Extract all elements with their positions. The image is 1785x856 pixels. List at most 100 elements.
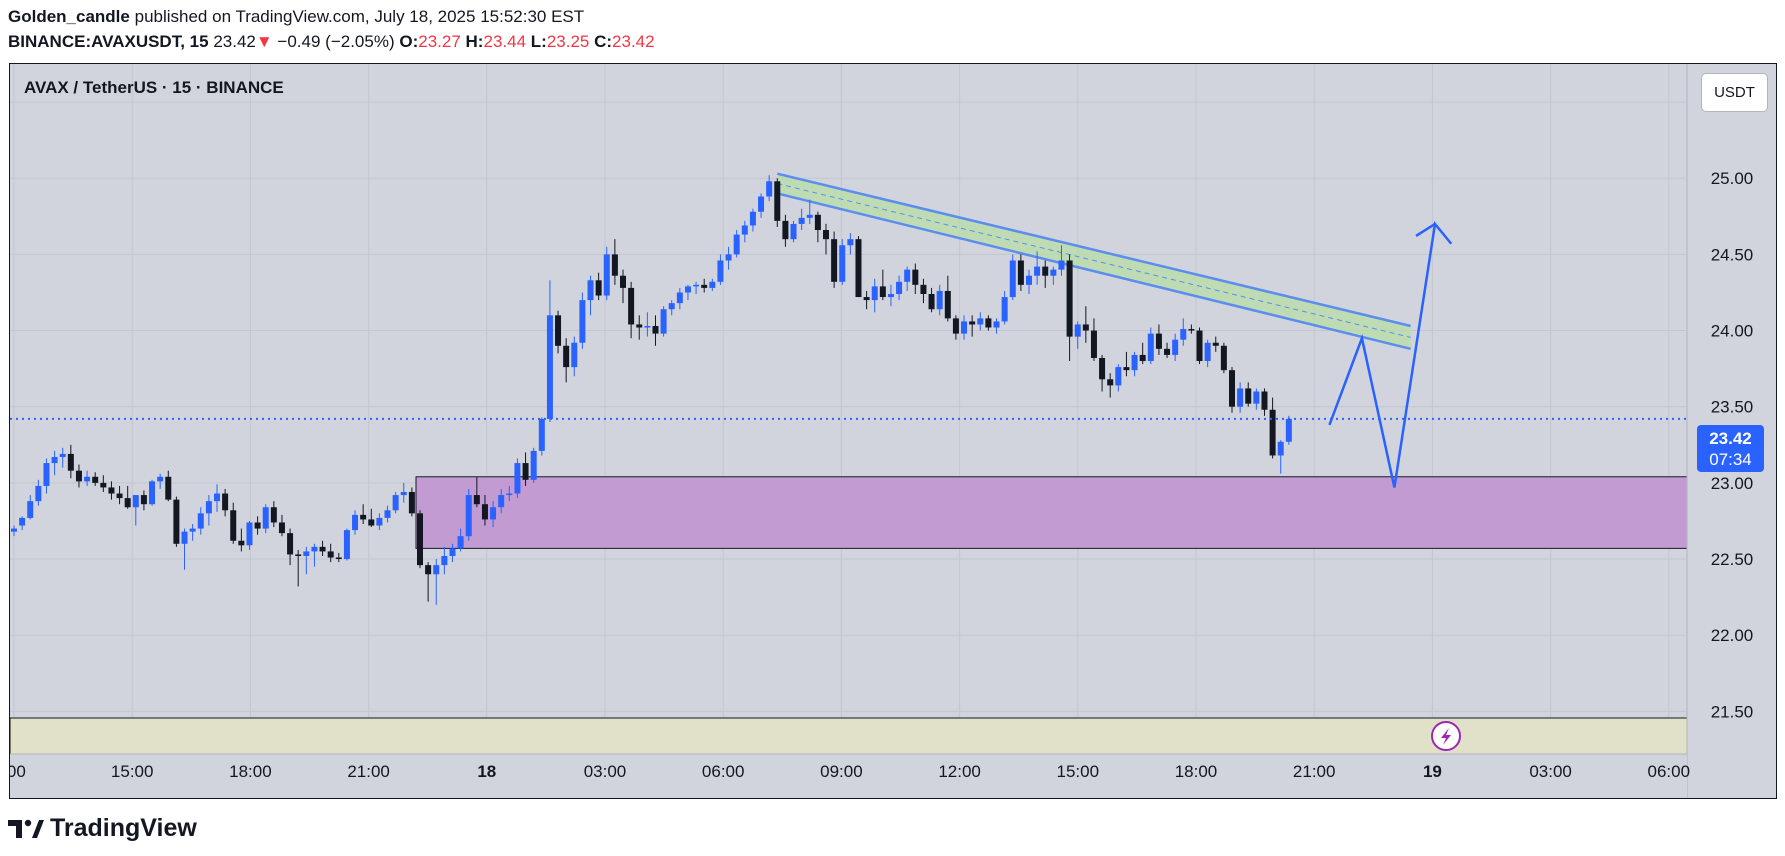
candle-body[interactable] — [303, 551, 310, 556]
candle-body[interactable] — [473, 495, 480, 505]
candle-body[interactable] — [887, 294, 894, 298]
candle-body[interactable] — [132, 495, 139, 508]
candle-body[interactable] — [684, 286, 691, 293]
candle-body[interactable] — [676, 292, 683, 304]
candle-body[interactable] — [603, 254, 610, 296]
candle-body[interactable] — [140, 495, 147, 505]
candle-body[interactable] — [782, 220, 789, 240]
candle-body[interactable] — [165, 476, 172, 500]
candle-body[interactable] — [230, 510, 237, 541]
candle-body[interactable] — [774, 181, 781, 221]
candle-body[interactable] — [952, 318, 959, 334]
candle-body[interactable] — [1164, 348, 1171, 355]
candle-body[interactable] — [514, 463, 521, 494]
candle-body[interactable] — [701, 284, 708, 288]
channel-lower-line[interactable] — [776, 192, 1411, 351]
plot-background[interactable] — [10, 64, 1687, 754]
candle-body[interactable] — [1017, 260, 1024, 285]
candle-body[interactable] — [311, 546, 318, 552]
candle-body[interactable] — [352, 514, 359, 531]
candle-body[interactable] — [879, 286, 886, 298]
candle-body[interactable] — [254, 522, 261, 529]
candle-body[interactable] — [1009, 260, 1016, 298]
candle-body[interactable] — [1180, 329, 1187, 340]
candle-body[interactable] — [1123, 367, 1130, 371]
candle-body[interactable] — [84, 476, 91, 482]
candle-body[interactable] — [1034, 266, 1041, 276]
candle-body[interactable] — [481, 504, 488, 520]
candle-body[interactable] — [571, 342, 578, 368]
candle-body[interactable] — [498, 495, 505, 508]
candle-body[interactable] — [51, 456, 58, 464]
candle-body[interactable] — [67, 453, 74, 471]
candle-body[interactable] — [871, 286, 878, 301]
candle-body[interactable] — [149, 481, 156, 505]
candle-body[interactable] — [278, 522, 285, 534]
candle-body[interactable] — [506, 493, 513, 496]
projection-arrow-path[interactable] — [1328, 220, 1453, 488]
candle-body[interactable] — [92, 476, 99, 483]
candle-body[interactable] — [1285, 418, 1292, 442]
candle-body[interactable] — [977, 318, 984, 325]
candle-body[interactable] — [43, 463, 50, 486]
candle-body[interactable] — [1172, 339, 1179, 355]
candle-body[interactable] — [1237, 388, 1244, 407]
candle-body[interactable] — [360, 514, 367, 520]
price-chart[interactable]: 25.5025.0024.5024.0023.5023.0022.5022.00… — [10, 64, 1777, 799]
channel-upper-line[interactable] — [776, 172, 1411, 328]
candle-body[interactable] — [376, 517, 383, 526]
candle-body[interactable] — [1026, 275, 1032, 285]
candle-body[interactable] — [1107, 379, 1114, 386]
candle-body[interactable] — [1253, 391, 1260, 404]
candle-body[interactable] — [733, 234, 740, 255]
candle-body[interactable] — [1188, 329, 1195, 331]
candle-body[interactable] — [969, 321, 976, 325]
candle-body[interactable] — [595, 280, 602, 296]
candle-body[interactable] — [530, 450, 537, 480]
candle-body[interactable] — [831, 239, 838, 282]
candle-body[interactable] — [1099, 357, 1106, 380]
currency-button[interactable]: USDT — [1701, 73, 1768, 112]
candle-body[interactable] — [433, 565, 440, 575]
candle-body[interactable] — [35, 485, 42, 502]
candle-body[interactable] — [741, 225, 748, 235]
candle-body[interactable] — [465, 495, 472, 537]
author-name[interactable]: Golden_candle — [8, 7, 130, 26]
candle-body[interactable] — [27, 501, 34, 518]
candle-body[interactable] — [611, 254, 618, 276]
candle-body[interactable] — [1090, 330, 1097, 358]
candle-body[interactable] — [11, 528, 17, 532]
candle-body[interactable] — [327, 551, 334, 558]
candle-body[interactable] — [839, 245, 846, 282]
candle-body[interactable] — [798, 217, 805, 224]
trend-channel-fill[interactable] — [777, 173, 1411, 349]
candle-body[interactable] — [262, 507, 269, 529]
candle-body[interactable] — [1204, 342, 1211, 362]
candle-body[interactable] — [1269, 409, 1276, 456]
candle-body[interactable] — [660, 309, 667, 334]
candle-body[interactable] — [1155, 333, 1162, 349]
candle-body[interactable] — [847, 239, 854, 246]
candle-body[interactable] — [287, 533, 294, 555]
candle-body[interactable] — [522, 463, 529, 480]
candle-body[interactable] — [75, 470, 82, 482]
candle-body[interactable] — [896, 281, 903, 294]
candle-body[interactable] — [157, 476, 164, 482]
candle-body[interactable] — [449, 548, 456, 556]
candle-body[interactable] — [538, 418, 545, 451]
candle-body[interactable] — [806, 214, 813, 218]
candle-body[interactable] — [270, 507, 277, 523]
candle-body[interactable] — [1220, 345, 1227, 371]
candle-body[interactable] — [920, 284, 927, 294]
candle-body[interactable] — [790, 223, 797, 240]
candle-body[interactable] — [384, 510, 391, 518]
candle-body[interactable] — [555, 315, 562, 346]
candle-body[interactable] — [100, 482, 107, 488]
candle-body[interactable] — [944, 290, 951, 319]
candle-body[interactable] — [1212, 342, 1219, 346]
candle-body[interactable] — [709, 281, 716, 288]
candle-body[interactable] — [319, 546, 326, 552]
candle-body[interactable] — [725, 254, 732, 261]
candle-body[interactable] — [758, 196, 765, 212]
candle-body[interactable] — [985, 318, 992, 328]
